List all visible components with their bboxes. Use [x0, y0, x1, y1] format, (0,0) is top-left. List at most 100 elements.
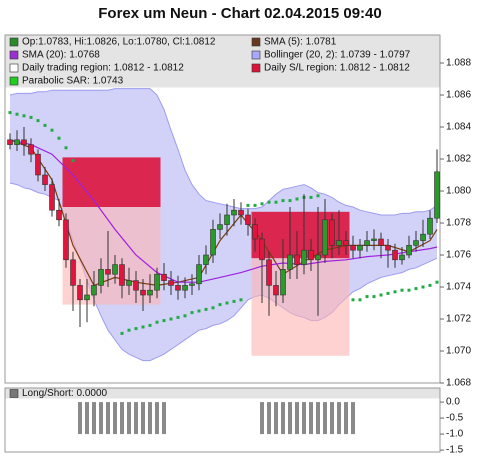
y-tick-label: 1.088 — [446, 58, 471, 69]
sar-dot — [57, 136, 61, 140]
sar-dot — [309, 195, 313, 199]
legend-label: Parabolic SAR: 1.0743 — [22, 76, 124, 87]
legend-label: SMA (20): 1.0768 — [22, 50, 100, 61]
candle-body — [273, 285, 279, 296]
candle-body — [308, 249, 314, 261]
candle-body — [175, 285, 181, 291]
candle-body — [294, 254, 300, 265]
y-tick-label: 0.0 — [446, 397, 460, 408]
sar-dot — [155, 320, 159, 324]
sar-dot — [141, 325, 145, 329]
candle-body — [245, 214, 251, 225]
sar-dot — [414, 287, 418, 291]
legend-swatch — [9, 76, 19, 86]
candle-body — [357, 245, 363, 251]
chart-title: Forex um Neun - Chart 02.04.2015 09:40 — [98, 5, 381, 22]
bar — [323, 402, 327, 435]
sar-dot — [218, 303, 222, 307]
candle-body — [133, 280, 139, 291]
legend-label: SMA (5): 1.0781 — [264, 37, 337, 48]
y-tick-label: 1.082 — [446, 154, 471, 165]
sar-dot — [358, 298, 362, 302]
candle-body — [301, 249, 307, 265]
candle-body — [189, 283, 195, 286]
sar-dot — [176, 315, 180, 319]
lower-plot — [4, 387, 441, 453]
sar-dot — [379, 293, 383, 297]
candle-body — [70, 259, 76, 286]
candle-body — [364, 240, 370, 246]
candle-body — [406, 245, 412, 256]
sar-dot — [22, 114, 26, 118]
legend-swatch — [251, 63, 261, 73]
sar-dot — [162, 319, 166, 323]
bar — [288, 402, 292, 435]
legend-box — [5, 388, 440, 399]
candle-body — [203, 254, 209, 265]
candle-body — [28, 144, 34, 155]
candle-body — [14, 139, 20, 145]
candle-body — [385, 245, 391, 251]
bar — [106, 402, 110, 435]
legend-swatch — [9, 63, 19, 73]
bar — [344, 402, 348, 435]
y-tick-label: -0.5 — [446, 413, 464, 424]
bar — [281, 402, 285, 435]
sar-dot — [288, 199, 292, 203]
candle-body — [266, 259, 272, 286]
bar — [267, 402, 271, 435]
candle-body — [280, 269, 286, 296]
candle-body — [35, 153, 41, 176]
bar — [120, 402, 124, 435]
candle-body — [343, 240, 349, 246]
sar-dot — [407, 288, 411, 292]
sar-dot — [183, 314, 187, 318]
candle-body — [168, 280, 174, 286]
candle-body — [147, 289, 153, 296]
bar — [155, 402, 159, 435]
candle-body — [378, 238, 384, 246]
legend-label: Long/Short: 0.0000 — [22, 388, 108, 399]
candle-body — [21, 139, 27, 145]
y-tick-label: 1.074 — [446, 282, 471, 293]
legend-box — [5, 35, 440, 88]
legend-label: Op:1.0783, Hi:1.0826, Lo:1.0780, Cl:1.08… — [22, 37, 216, 48]
legend-label: Daily trading region: 1.0812 - 1.0812 — [22, 63, 184, 74]
y-tick-label: 1.078 — [446, 218, 471, 229]
sar-dot — [120, 331, 124, 335]
bar — [92, 402, 96, 435]
y-tick-label: 1.070 — [446, 346, 471, 357]
sar-dot — [421, 285, 425, 289]
candle-body — [371, 238, 377, 241]
sar-dot — [197, 309, 201, 313]
sar-dot — [204, 307, 208, 311]
legend-label: Bollinger (20, 2): 1.0739 - 1.0797 — [264, 50, 411, 61]
candle-body — [210, 229, 216, 256]
candle-body — [161, 273, 167, 281]
candle-body — [217, 224, 223, 230]
bar — [260, 402, 264, 435]
sar-dot — [211, 306, 215, 310]
sar-dot — [274, 200, 278, 204]
sar-dot — [127, 328, 131, 332]
y-tick-label: 1.084 — [446, 122, 471, 133]
bar — [134, 402, 138, 435]
bar — [337, 402, 341, 435]
bar — [127, 402, 131, 435]
sar-dot — [148, 323, 152, 327]
candle-body — [196, 264, 202, 285]
candle-body — [140, 289, 146, 296]
candle-body — [322, 219, 328, 256]
bar — [148, 402, 152, 435]
candle-body — [287, 254, 293, 270]
indicator-line — [9, 139, 438, 283]
legend-swatch — [9, 37, 19, 47]
sar-dot — [232, 299, 236, 303]
sar-dot — [169, 317, 173, 321]
bar — [78, 402, 82, 435]
legend-swatch — [9, 50, 19, 60]
sar-dot — [15, 112, 19, 116]
candle-body — [7, 139, 13, 145]
